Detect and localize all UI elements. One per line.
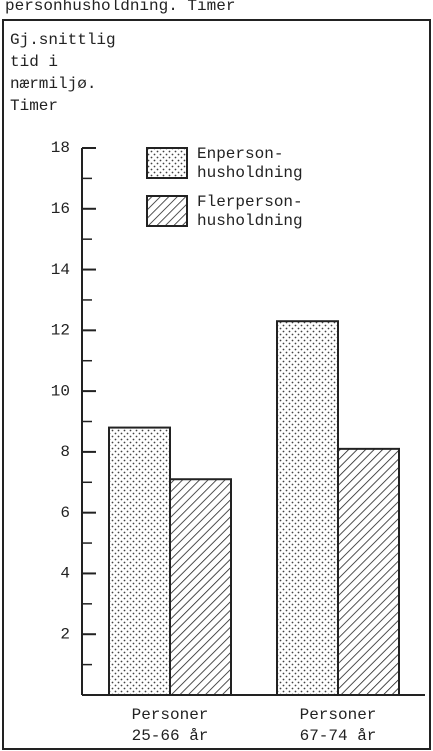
y-tick-label: 18 xyxy=(51,139,70,157)
caption: personhusholdning. Timer xyxy=(5,0,235,15)
y-axis-label: Timer xyxy=(10,97,58,115)
bar xyxy=(169,478,232,696)
y-tick-label: 12 xyxy=(51,322,70,340)
y-axis-label: Gj.snittlig xyxy=(10,31,116,49)
legend-swatch xyxy=(146,195,188,227)
y-tick-label: 8 xyxy=(60,443,70,461)
bar xyxy=(337,447,400,696)
y-tick-label: 6 xyxy=(60,504,70,522)
x-tick-label: 67-74 år xyxy=(300,727,377,745)
legend-label: Flerperson- xyxy=(197,193,303,211)
legend-label: husholdning xyxy=(197,164,303,182)
x-tick-label: Personer xyxy=(300,706,377,724)
y-axis-label: nærmiljø. xyxy=(10,75,96,93)
legend-label: Enperson- xyxy=(197,145,283,163)
y-tick-label: 4 xyxy=(60,565,70,583)
legend-label: husholdning xyxy=(197,212,303,230)
legend-swatch xyxy=(146,147,188,179)
y-tick-label: 2 xyxy=(60,625,70,643)
frame xyxy=(2,19,431,750)
y-tick-label: 10 xyxy=(51,382,70,400)
bar xyxy=(276,320,339,696)
y-tick-label: 16 xyxy=(51,200,70,218)
x-tick-label: Personer xyxy=(132,706,209,724)
y-axis-label: tid i xyxy=(10,53,58,71)
x-tick-label: 25-66 år xyxy=(132,727,209,745)
bar xyxy=(108,426,171,696)
y-tick-label: 14 xyxy=(51,261,70,279)
